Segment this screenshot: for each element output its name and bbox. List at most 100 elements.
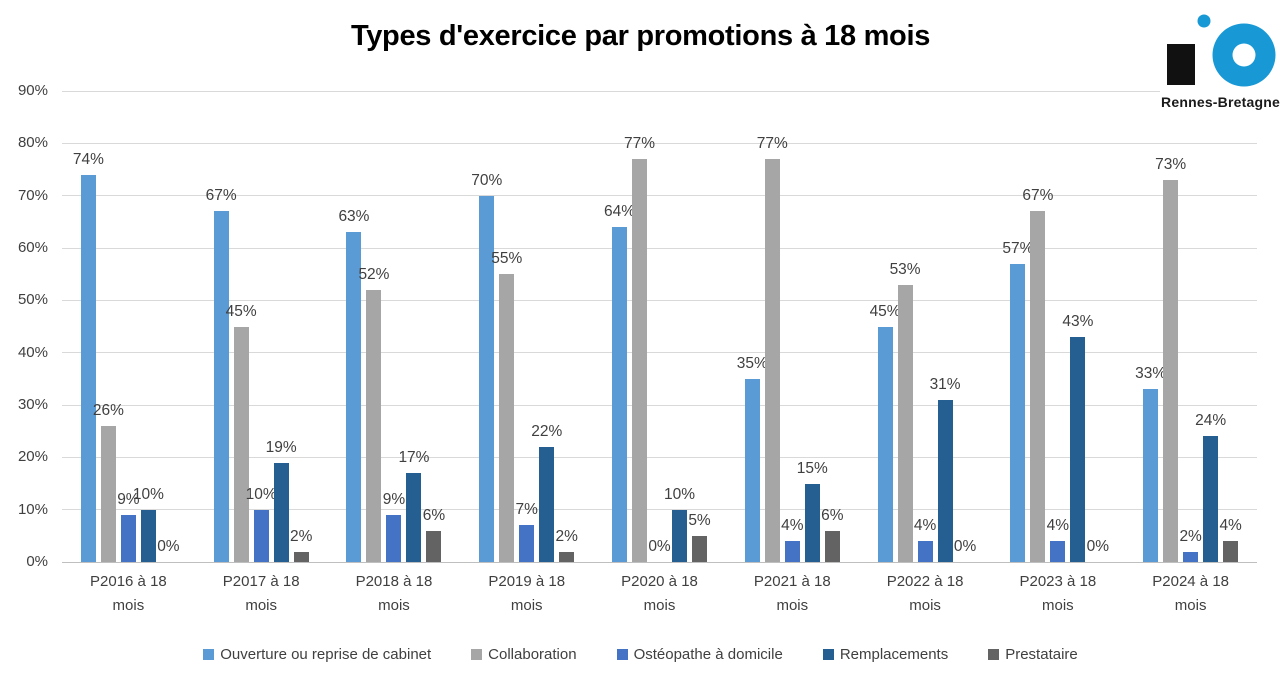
bar-value-label: 0%: [157, 538, 180, 555]
bar-value-label: 22%: [531, 422, 563, 440]
x-axis-category-label: P2018 à 18 mois: [355, 573, 433, 614]
bar-slot: 0%: [157, 91, 179, 562]
bar-prestataire: [824, 530, 840, 562]
x-axis: P2016 à 18 mois P2017 à 18 mois P2018 à 18…: [62, 570, 1257, 618]
logo-text: Rennes-Bretagne: [1161, 94, 1280, 110]
legend-item: Remplacements: [822, 646, 949, 663]
bar-prestataire: [293, 551, 309, 562]
bar-slot: 6%: [423, 91, 445, 562]
x-axis-category: P2020 à 18 mois: [593, 570, 726, 618]
legend-item: Ostéopathe à domicile: [616, 646, 783, 663]
bar-value-label: 45%: [225, 302, 257, 320]
bar-slot: 77%: [624, 91, 655, 562]
x-axis-category-label: P2023 à 18 mois: [1019, 573, 1097, 614]
bar-prestataire: [692, 535, 708, 562]
bar-group: 67% 45% 10% 19% 2%: [195, 91, 328, 562]
bar-value-label: 63%: [338, 208, 370, 226]
bar-collaboration: [100, 425, 116, 562]
bar-prestataire: [426, 530, 442, 562]
bar-remplacements: [937, 399, 953, 562]
bar-ost-opathe-domicile: [1050, 541, 1066, 562]
bar-remplacements: [539, 446, 555, 562]
bar-ost-opathe-domicile: [917, 541, 933, 562]
bar-group: 45% 53% 4% 31% 0%: [859, 91, 992, 562]
bar-collaboration: [897, 284, 913, 562]
gridline: [62, 247, 1257, 249]
bar-value-label: 73%: [1155, 155, 1187, 173]
legend-item: Collaboration: [471, 646, 577, 663]
bar-ost-opathe-domicile: [1183, 551, 1199, 562]
y-axis-tick-label: 50%: [17, 291, 48, 309]
bar-ouverture-ou-reprise-de-cabinet: [346, 232, 362, 562]
bar-ost-opathe-domicile: [386, 514, 402, 562]
legend-swatch: [822, 649, 834, 660]
legend-label: Ouverture ou reprise de cabinet: [220, 646, 432, 663]
bar-slot: 67%: [206, 91, 237, 562]
gridline: [62, 142, 1257, 144]
bar-value-label: 45%: [869, 302, 901, 320]
bar-slot: 10%: [664, 91, 695, 562]
legend-swatch: [616, 649, 628, 660]
bar-slot: 64%: [604, 91, 635, 562]
bar-value-label: 53%: [889, 260, 921, 278]
y-axis-tick-label: 10%: [17, 500, 48, 518]
bar-value-label: 35%: [736, 354, 768, 372]
bar-value-label: 15%: [796, 459, 828, 477]
x-axis-category: P2022 à 18 mois: [859, 570, 992, 618]
x-axis-category: P2018 à 18 mois: [328, 570, 461, 618]
bar-slot: 77%: [757, 91, 788, 562]
bar-value-label: 0%: [1086, 538, 1110, 555]
bar-value-label: 6%: [422, 506, 446, 524]
legend-label: Ostéopathe à domicile: [633, 646, 783, 663]
bar-ost-opathe-domicile: [253, 509, 269, 562]
bar-slot: 24%: [1195, 91, 1226, 562]
bar-ouverture-ou-reprise-de-cabinet: [479, 195, 495, 562]
bar-value-label: 24%: [1195, 412, 1227, 430]
bar-collaboration: [366, 289, 382, 562]
legend-label: Remplacements: [839, 646, 949, 663]
bar-slot: 2%: [290, 91, 312, 562]
bar-ouverture-ou-reprise-de-cabinet: [213, 211, 229, 562]
bar-slot: 5%: [688, 91, 711, 562]
bar-slot: 55%: [491, 91, 522, 562]
y-axis-tick-label: 90%: [17, 82, 48, 99]
bar-value-label: 0%: [953, 538, 977, 555]
y-axis-tick-label: 70%: [17, 186, 48, 204]
bar-value-label: 4%: [1219, 517, 1242, 535]
y-axis-tick-label: 20%: [17, 448, 48, 466]
io-logo-icon: [1167, 11, 1276, 87]
bar-value-label: 5%: [688, 511, 711, 529]
bar-slot: 52%: [358, 91, 389, 562]
logo-ring: [1212, 23, 1276, 87]
x-axis-category: P2017 à 18 mois: [195, 570, 328, 618]
bar-slot: 43%: [1062, 91, 1093, 562]
bar-slot: 73%: [1155, 91, 1186, 562]
bar-slot: 63%: [338, 91, 369, 562]
bar-slot: 6%: [821, 91, 844, 562]
bar-value-label: 7%: [515, 501, 538, 519]
bar-group: 63% 52% 9% 17% 6%: [328, 91, 461, 562]
bar-value-label: 67%: [1022, 187, 1054, 205]
x-axis-baseline: [62, 561, 1257, 563]
bar-value-label: 26%: [92, 401, 124, 419]
x-axis-category-label: P2017 à 18 mois: [222, 573, 300, 614]
bar-group: 35% 77% 4% 15% 6%: [726, 91, 859, 562]
bar-ost-opathe-domicile: [519, 525, 535, 562]
bar-collaboration: [1163, 179, 1179, 562]
bar-slot: 45%: [870, 91, 901, 562]
bar-group: 33% 73% 2% 24% 4%: [1124, 91, 1257, 562]
x-axis-category: P2021 à 18 mois: [726, 570, 859, 618]
bar-value-label: 74%: [72, 150, 104, 168]
bar-slot: 4%: [1219, 91, 1242, 562]
bar-ouverture-ou-reprise-de-cabinet: [1010, 263, 1026, 562]
x-axis-category: P2019 à 18 mois: [460, 570, 593, 618]
bar-value-label: 4%: [781, 517, 804, 535]
bar-slot: 4%: [914, 91, 936, 562]
bar-value-label: 77%: [756, 135, 788, 153]
bar-value-label: 77%: [624, 135, 656, 153]
bar-value-label: 70%: [471, 171, 503, 189]
bar-value-label: 31%: [929, 375, 961, 393]
bar-prestataire: [559, 551, 575, 562]
bar-remplacements: [406, 473, 422, 562]
bar-value-label: 6%: [821, 506, 844, 524]
